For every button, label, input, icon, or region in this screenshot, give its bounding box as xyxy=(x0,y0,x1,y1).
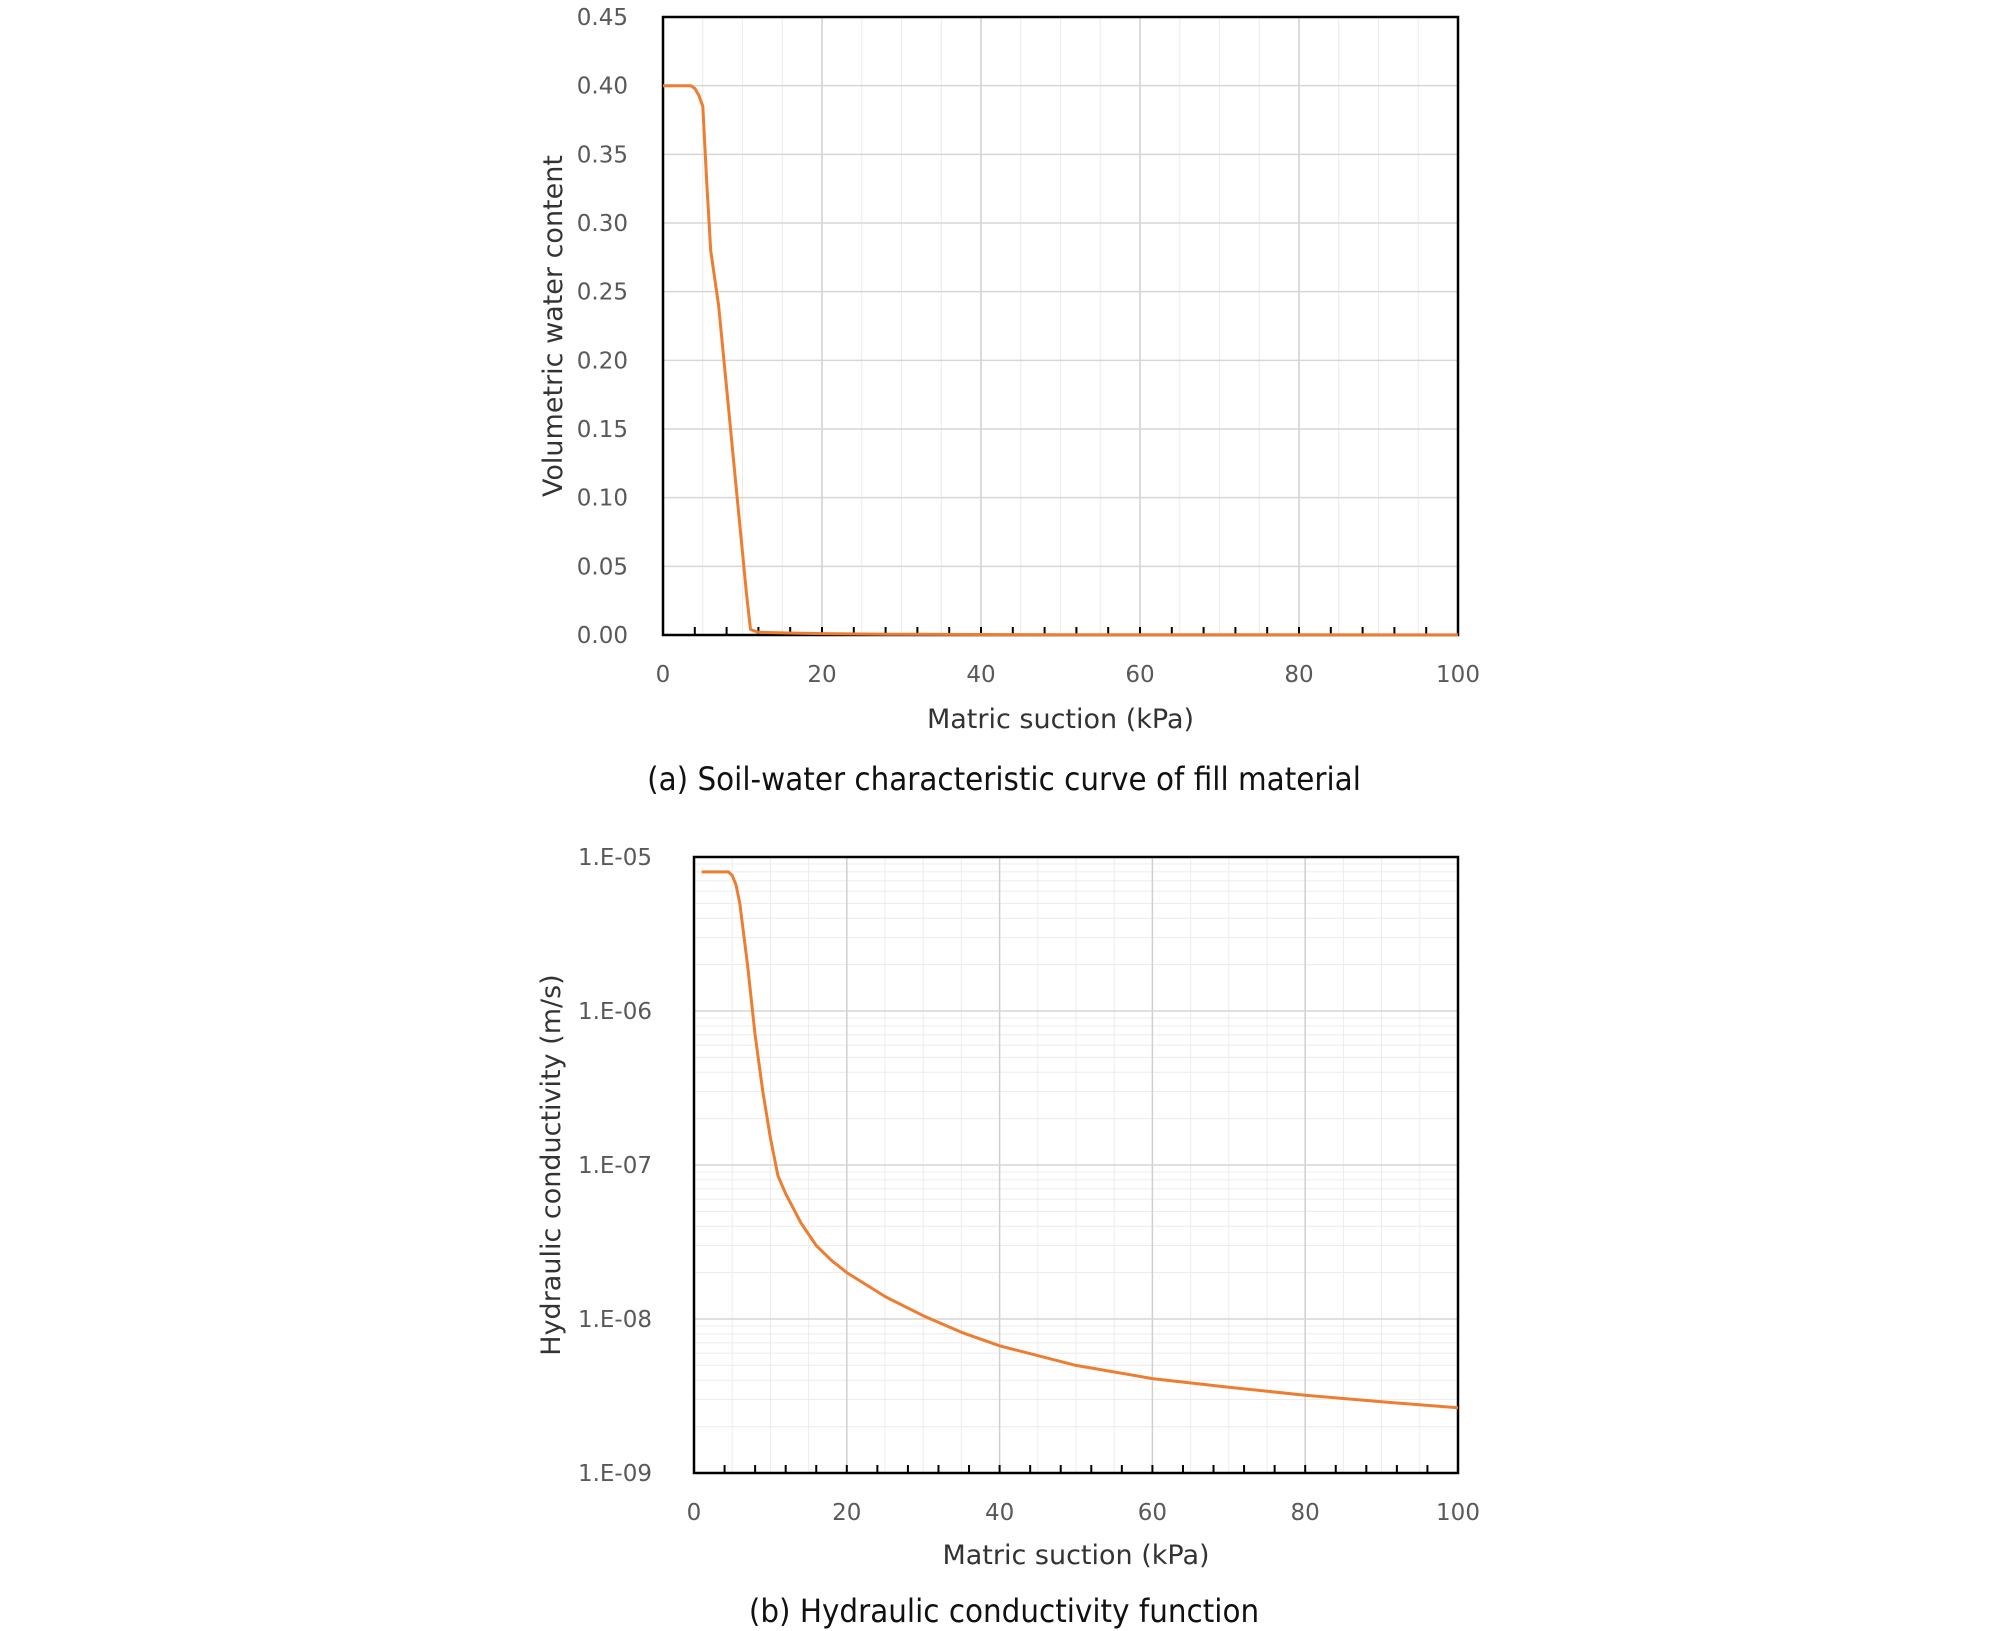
x-axis-label: Matric suction (kPa) xyxy=(927,704,1194,735)
series-line xyxy=(663,84,1459,637)
x-tick-label: 60 xyxy=(1138,1500,1167,1526)
y-tick-label: 0.45 xyxy=(577,5,628,31)
x-tick-label: 60 xyxy=(1125,662,1154,688)
x-tick-label: 20 xyxy=(832,1500,861,1526)
caption-chart-a: (a) Soil-water characteristic curve of f… xyxy=(647,760,1361,798)
x-tick-label: 20 xyxy=(807,662,836,688)
y-axis-label: Hydraulic conductivity (m/s) xyxy=(536,974,567,1355)
x-tick-label: 40 xyxy=(966,662,995,688)
x-tick-label: 0 xyxy=(656,662,671,688)
y-axis-label: Volumetric water content xyxy=(538,155,569,497)
chart-soil-water-characteristic: 0 20 40 60 80 100 0.00 0.05 0.10 0.15 0.20 0.25 0.30… xyxy=(538,5,1480,735)
y-tick-label: 0.20 xyxy=(577,348,628,374)
chart-hydraulic-conductivity: 0 20 40 60 80 100 1.E-05 1.E-06 1.E-07 1.E-08 1.E-… xyxy=(536,845,1480,1571)
y-tick-label: 0.25 xyxy=(577,280,628,306)
y-tick-label: 1.E-05 xyxy=(578,845,652,871)
y-tick-label: 0.10 xyxy=(577,486,628,512)
x-tick-label: 80 xyxy=(1284,662,1313,688)
x-tick-label: 100 xyxy=(1436,1500,1480,1526)
plot-frame xyxy=(692,855,1460,1475)
y-tick-label: 1.E-07 xyxy=(578,1153,652,1179)
x-axis-label: Matric suction (kPa) xyxy=(942,1540,1209,1571)
caption-chart-b: (b) Hydraulic conductivity function xyxy=(748,1592,1260,1630)
x-tick-label: 0 xyxy=(687,1500,702,1526)
x-tick-label: 100 xyxy=(1436,662,1480,688)
y-tick-label: 1.E-08 xyxy=(578,1307,652,1333)
y-tick-label: 0.15 xyxy=(577,417,628,443)
y-tick-label: 0.35 xyxy=(577,142,628,168)
y-tick-label: 0.00 xyxy=(577,623,628,649)
y-tick-label: 0.05 xyxy=(577,554,628,580)
y-tick-label: 1.E-09 xyxy=(578,1461,652,1487)
x-tick-label: 80 xyxy=(1291,1500,1320,1526)
y-tick-label: 1.E-06 xyxy=(578,999,652,1025)
y-tick-label: 0.30 xyxy=(577,211,628,237)
series-line xyxy=(701,870,1459,1410)
x-tick-label: 40 xyxy=(985,1500,1014,1526)
y-tick-label: 0.40 xyxy=(577,74,628,100)
